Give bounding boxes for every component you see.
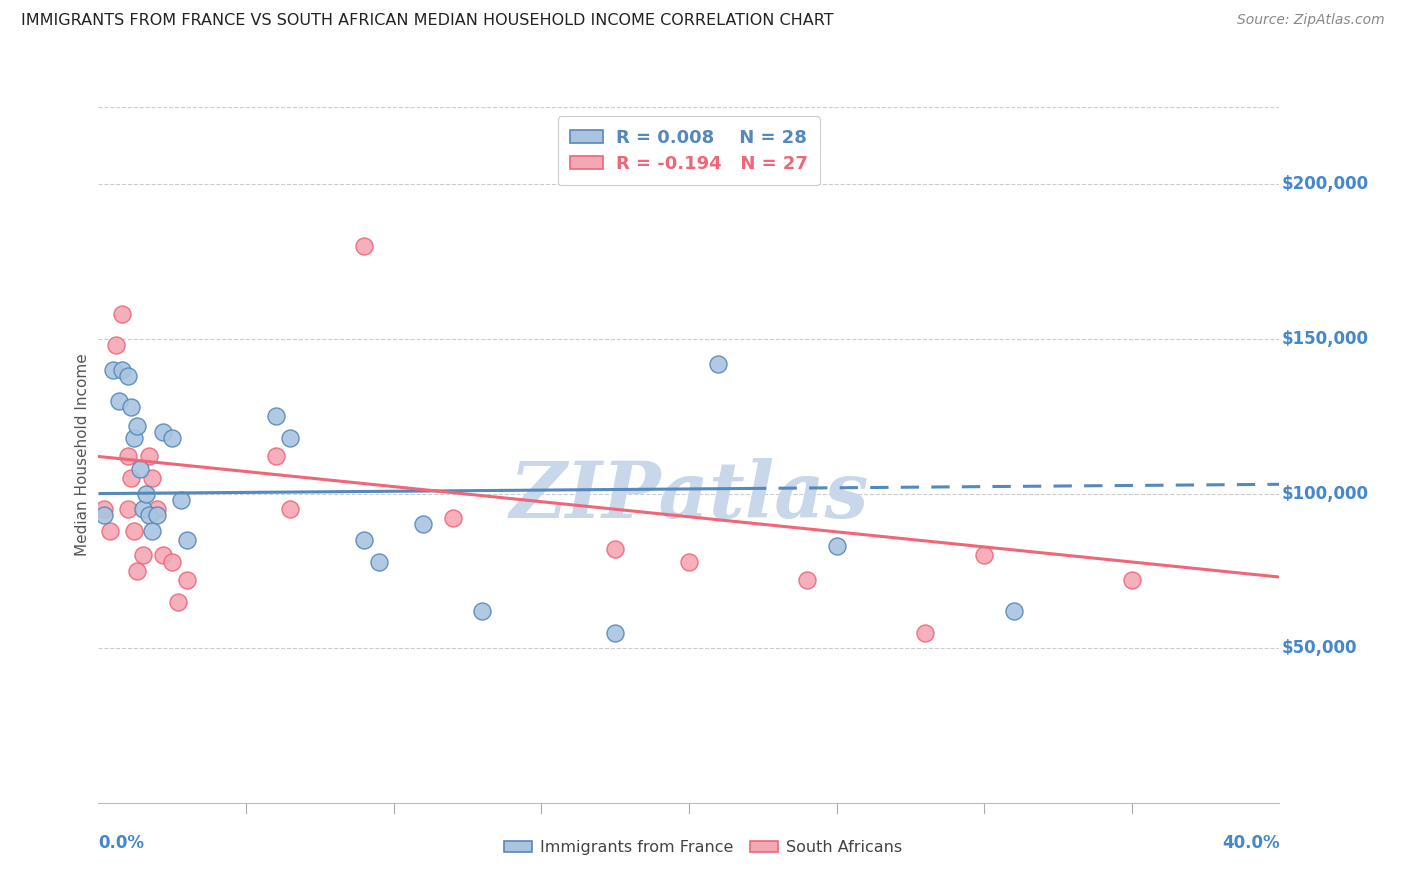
Point xyxy=(152,549,174,563)
Point xyxy=(162,555,183,569)
Point xyxy=(368,555,391,569)
Point xyxy=(120,400,142,414)
Point xyxy=(125,564,148,578)
Point xyxy=(264,450,287,464)
Point xyxy=(117,369,139,384)
Point xyxy=(117,450,139,464)
Point xyxy=(120,471,142,485)
Point xyxy=(152,425,174,439)
Point xyxy=(176,573,198,587)
Point xyxy=(138,508,160,523)
Point xyxy=(278,431,302,445)
Text: $100,000: $100,000 xyxy=(1282,484,1369,502)
Point xyxy=(141,471,163,485)
Text: IMMIGRANTS FROM FRANCE VS SOUTH AFRICAN MEDIAN HOUSEHOLD INCOME CORRELATION CHAR: IMMIGRANTS FROM FRANCE VS SOUTH AFRICAN … xyxy=(21,13,834,29)
Point xyxy=(135,486,157,500)
Point xyxy=(973,549,995,563)
Point xyxy=(678,555,700,569)
Point xyxy=(111,363,134,377)
Point xyxy=(278,502,302,516)
Point xyxy=(93,502,115,516)
Point xyxy=(441,511,464,525)
Point xyxy=(796,573,818,587)
Point xyxy=(98,524,121,538)
Point xyxy=(132,502,155,516)
Point xyxy=(412,517,434,532)
Point xyxy=(353,239,375,253)
Point xyxy=(471,604,494,618)
Point xyxy=(128,462,150,476)
Point xyxy=(132,549,155,563)
Point xyxy=(167,595,190,609)
Point xyxy=(122,524,145,538)
Point xyxy=(707,357,730,371)
Text: ZIPatlas: ZIPatlas xyxy=(509,458,869,535)
Point xyxy=(162,431,183,445)
Point xyxy=(146,502,169,516)
Point xyxy=(103,363,125,377)
Point xyxy=(125,418,148,433)
Legend: Immigrants from France, South Africans: Immigrants from France, South Africans xyxy=(498,834,908,862)
Text: 0.0%: 0.0% xyxy=(98,834,145,852)
Point xyxy=(1121,573,1143,587)
Text: $200,000: $200,000 xyxy=(1282,176,1369,194)
Point xyxy=(825,539,848,553)
Legend: R = 0.008    N = 28, R = -0.194   N = 27: R = 0.008 N = 28, R = -0.194 N = 27 xyxy=(558,116,820,186)
Point xyxy=(122,431,145,445)
Point xyxy=(111,307,134,321)
Point xyxy=(605,625,627,640)
Y-axis label: Median Household Income: Median Household Income xyxy=(75,353,90,557)
Point xyxy=(138,450,160,464)
Point xyxy=(141,524,163,538)
Point xyxy=(914,625,936,640)
Point xyxy=(176,533,198,547)
Point xyxy=(1002,604,1025,618)
Text: $50,000: $50,000 xyxy=(1282,640,1357,657)
Text: Source: ZipAtlas.com: Source: ZipAtlas.com xyxy=(1237,13,1385,28)
Point xyxy=(146,508,169,523)
Point xyxy=(353,533,375,547)
Point xyxy=(93,508,115,523)
Point xyxy=(108,393,131,408)
Text: 40.0%: 40.0% xyxy=(1222,834,1279,852)
Point xyxy=(264,409,287,424)
Point xyxy=(117,502,139,516)
Point xyxy=(105,338,128,352)
Text: $150,000: $150,000 xyxy=(1282,330,1369,348)
Point xyxy=(170,492,193,507)
Point xyxy=(605,542,627,557)
